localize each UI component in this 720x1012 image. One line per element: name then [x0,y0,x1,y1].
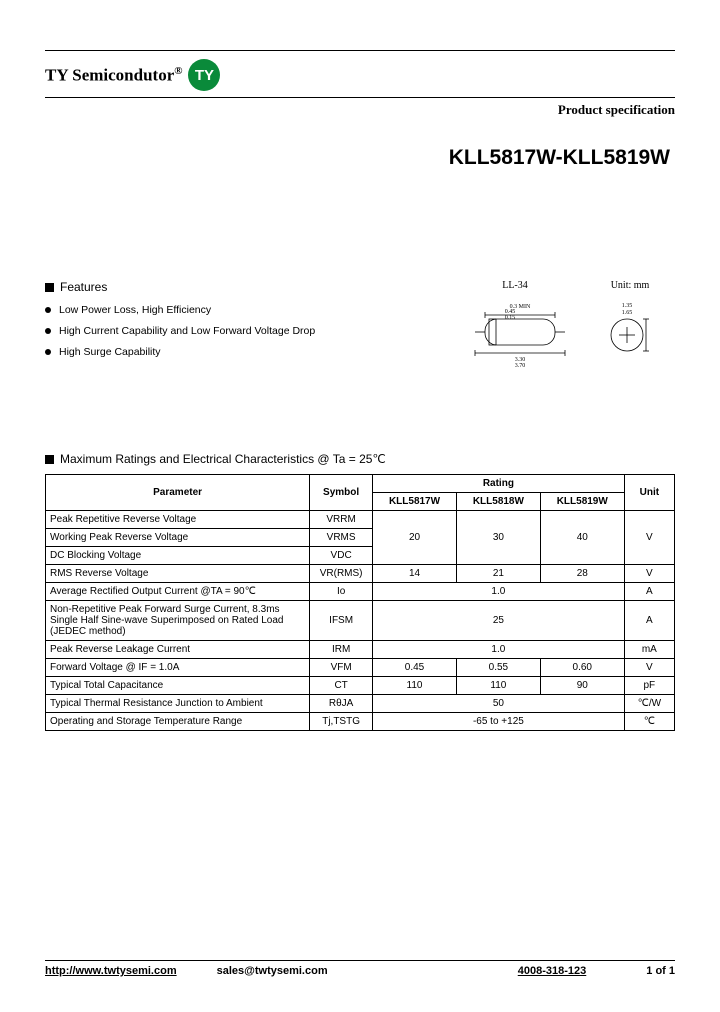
package-outline-icon: 0.3 MIN 0.45 0.15 3.30 3.70 [465,297,575,369]
feature-item: Low Power Loss, High Efficiency [45,304,435,316]
page-number: 1 of 1 [646,965,675,977]
dot-icon [45,328,51,334]
part-number: KLL5817W-KLL5819W [45,146,675,170]
footer-email: sales@twtysemi.com [217,965,518,977]
col-part: KLL5817W [373,493,457,511]
table-row: Typical Thermal Resistance Junction to A… [46,695,675,713]
col-parameter: Parameter [46,475,310,511]
footer: http://www.twtysemi.com sales@twtysemi.c… [45,960,675,977]
col-symbol: Symbol [310,475,373,511]
company-name: TY Semicondutor® [45,65,182,86]
square-bullet-icon [45,455,54,464]
package-endview-icon: 1.35 1.65 [605,297,655,369]
col-part: KLL5818W [456,493,540,511]
col-part: KLL5819W [540,493,624,511]
col-unit: Unit [624,475,674,511]
features-title: Features [60,280,107,294]
ratings-table: Parameter Symbol Rating Unit KLL5817W KL… [45,474,675,731]
svg-text:1.35: 1.35 [622,303,633,309]
table-row: Non-Repetitive Peak Forward Surge Curren… [46,601,675,641]
col-rating: Rating [373,475,625,493]
table-row: Typical Total Capacitance CT 110 110 90 … [46,677,675,695]
features-section: Features Low Power Loss, High Efficiency… [45,280,435,372]
table-row: Peak Repetitive Reverse Voltage VRRM 20 … [46,511,675,529]
footer-rule [45,960,675,961]
package-section: LL-34 [465,280,675,372]
features-heading: Features [45,280,435,294]
spec-rule [45,97,675,98]
table-row: Average Rectified Output Current @TA = 9… [46,583,675,601]
dot-icon [45,349,51,355]
ratings-heading: Maximum Ratings and Electrical Character… [45,452,675,466]
footer-url: http://www.twtysemi.com [45,965,177,977]
feature-item: High Current Capability and Low Forward … [45,325,435,337]
feature-item: High Surge Capability [45,346,435,358]
table-header-row: Parameter Symbol Rating Unit [46,475,675,493]
features-list: Low Power Loss, High Efficiency High Cur… [45,304,435,358]
table-row: Operating and Storage Temperature Range … [46,713,675,731]
table-row: Forward Voltage @ IF = 1.0A VFM 0.45 0.5… [46,659,675,677]
table-row: RMS Reverse Voltage VR(RMS) 14 21 28 V [46,565,675,583]
top-rule [45,50,675,51]
package-name: LL-34 [465,280,565,291]
svg-text:3.70: 3.70 [515,363,526,369]
feature-text: High Current Capability and Low Forward … [59,325,315,337]
body-row: Features Low Power Loss, High Efficiency… [45,280,675,372]
square-bullet-icon [45,283,54,292]
product-spec-label: Product specification [45,102,675,118]
svg-text:1.65: 1.65 [622,310,633,316]
feature-text: Low Power Loss, High Efficiency [59,304,211,316]
header: TY Semicondutor® TY [45,59,675,91]
table-row: Peak Reverse Leakage Current IRM 1.0 mA [46,641,675,659]
logo-icon: TY [188,59,220,91]
footer-phone: 4008-318-123 [518,965,587,977]
ratings-title: Maximum Ratings and Electrical Character… [60,452,386,466]
svg-text:0.15: 0.15 [505,315,516,321]
feature-text: High Surge Capability [59,346,161,358]
unit-label: Unit: mm [605,280,655,291]
dot-icon [45,307,51,313]
datasheet-page: TY Semicondutor® TY Product specificatio… [0,0,720,1012]
